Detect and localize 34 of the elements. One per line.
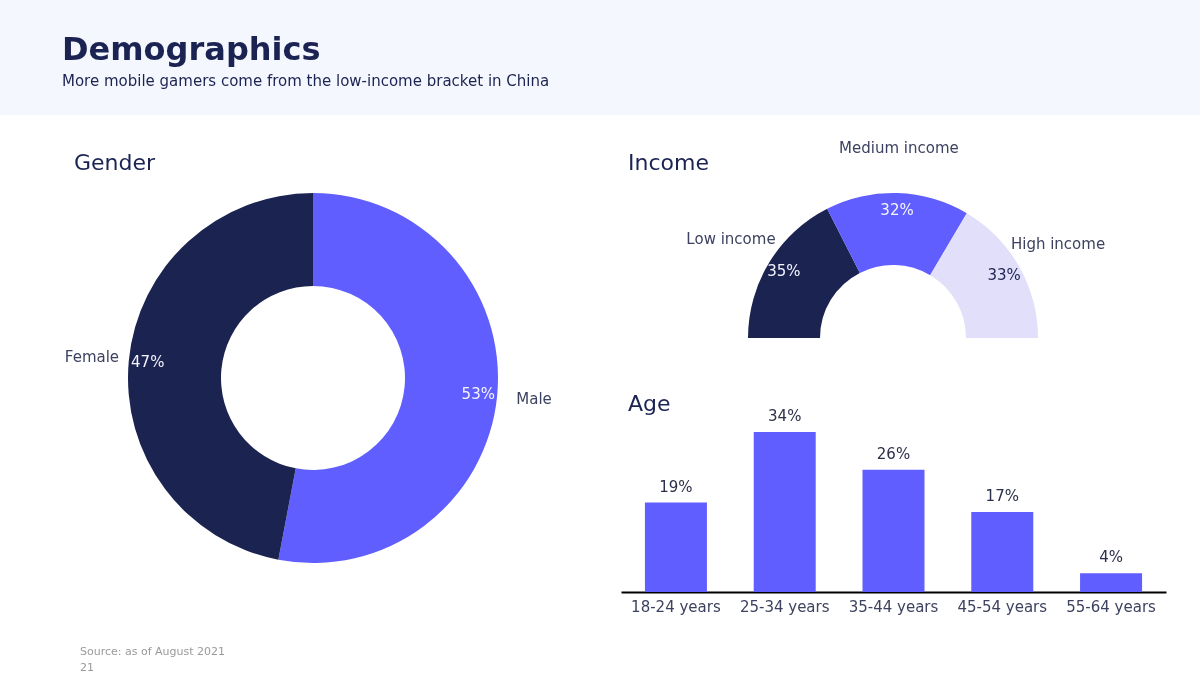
text: 21 (80, 661, 94, 674)
slice-label: High income (1010, 234, 1106, 253)
text: Demographics (62, 30, 321, 68)
chart-title: Gender (74, 150, 157, 175)
data-label: 34% (768, 407, 802, 425)
slice-label: Female (64, 348, 120, 367)
data-label: 17% (985, 487, 1019, 505)
bar (753, 432, 816, 592)
slice-label: Low income (686, 229, 776, 248)
chart-title: Age (628, 391, 671, 416)
data-label: 53% (461, 384, 495, 403)
data-label: 35% (767, 262, 801, 281)
x-tick-label: 35-44 years (848, 597, 939, 616)
donut-slice (128, 193, 313, 560)
bar (862, 469, 925, 592)
x-tick-label: 55-64 years (1066, 597, 1157, 616)
x-tick-label: 45-54 years (957, 597, 1048, 616)
chart-title: Income (628, 150, 709, 175)
source-note: Source: as of August 2021 (80, 645, 226, 658)
data-label: 26% (876, 444, 911, 463)
data-label: 33% (987, 265, 1021, 284)
bar (644, 502, 707, 592)
slice-label: Male (516, 389, 552, 408)
data-label: 4% (1099, 548, 1123, 567)
data-label: 47% (131, 353, 165, 372)
bar (971, 512, 1034, 592)
data-label: 19% (659, 477, 693, 496)
x-tick-label: 25-34 years (739, 597, 830, 616)
x-tick-label: 18-24 years (631, 597, 721, 616)
donut-slice (278, 193, 498, 563)
bar (1080, 573, 1143, 592)
data-label: 32% (880, 201, 914, 220)
text: More mobile gamers come from the low-income bracket in China (62, 72, 550, 90)
slice-label: Medium income (839, 139, 959, 158)
